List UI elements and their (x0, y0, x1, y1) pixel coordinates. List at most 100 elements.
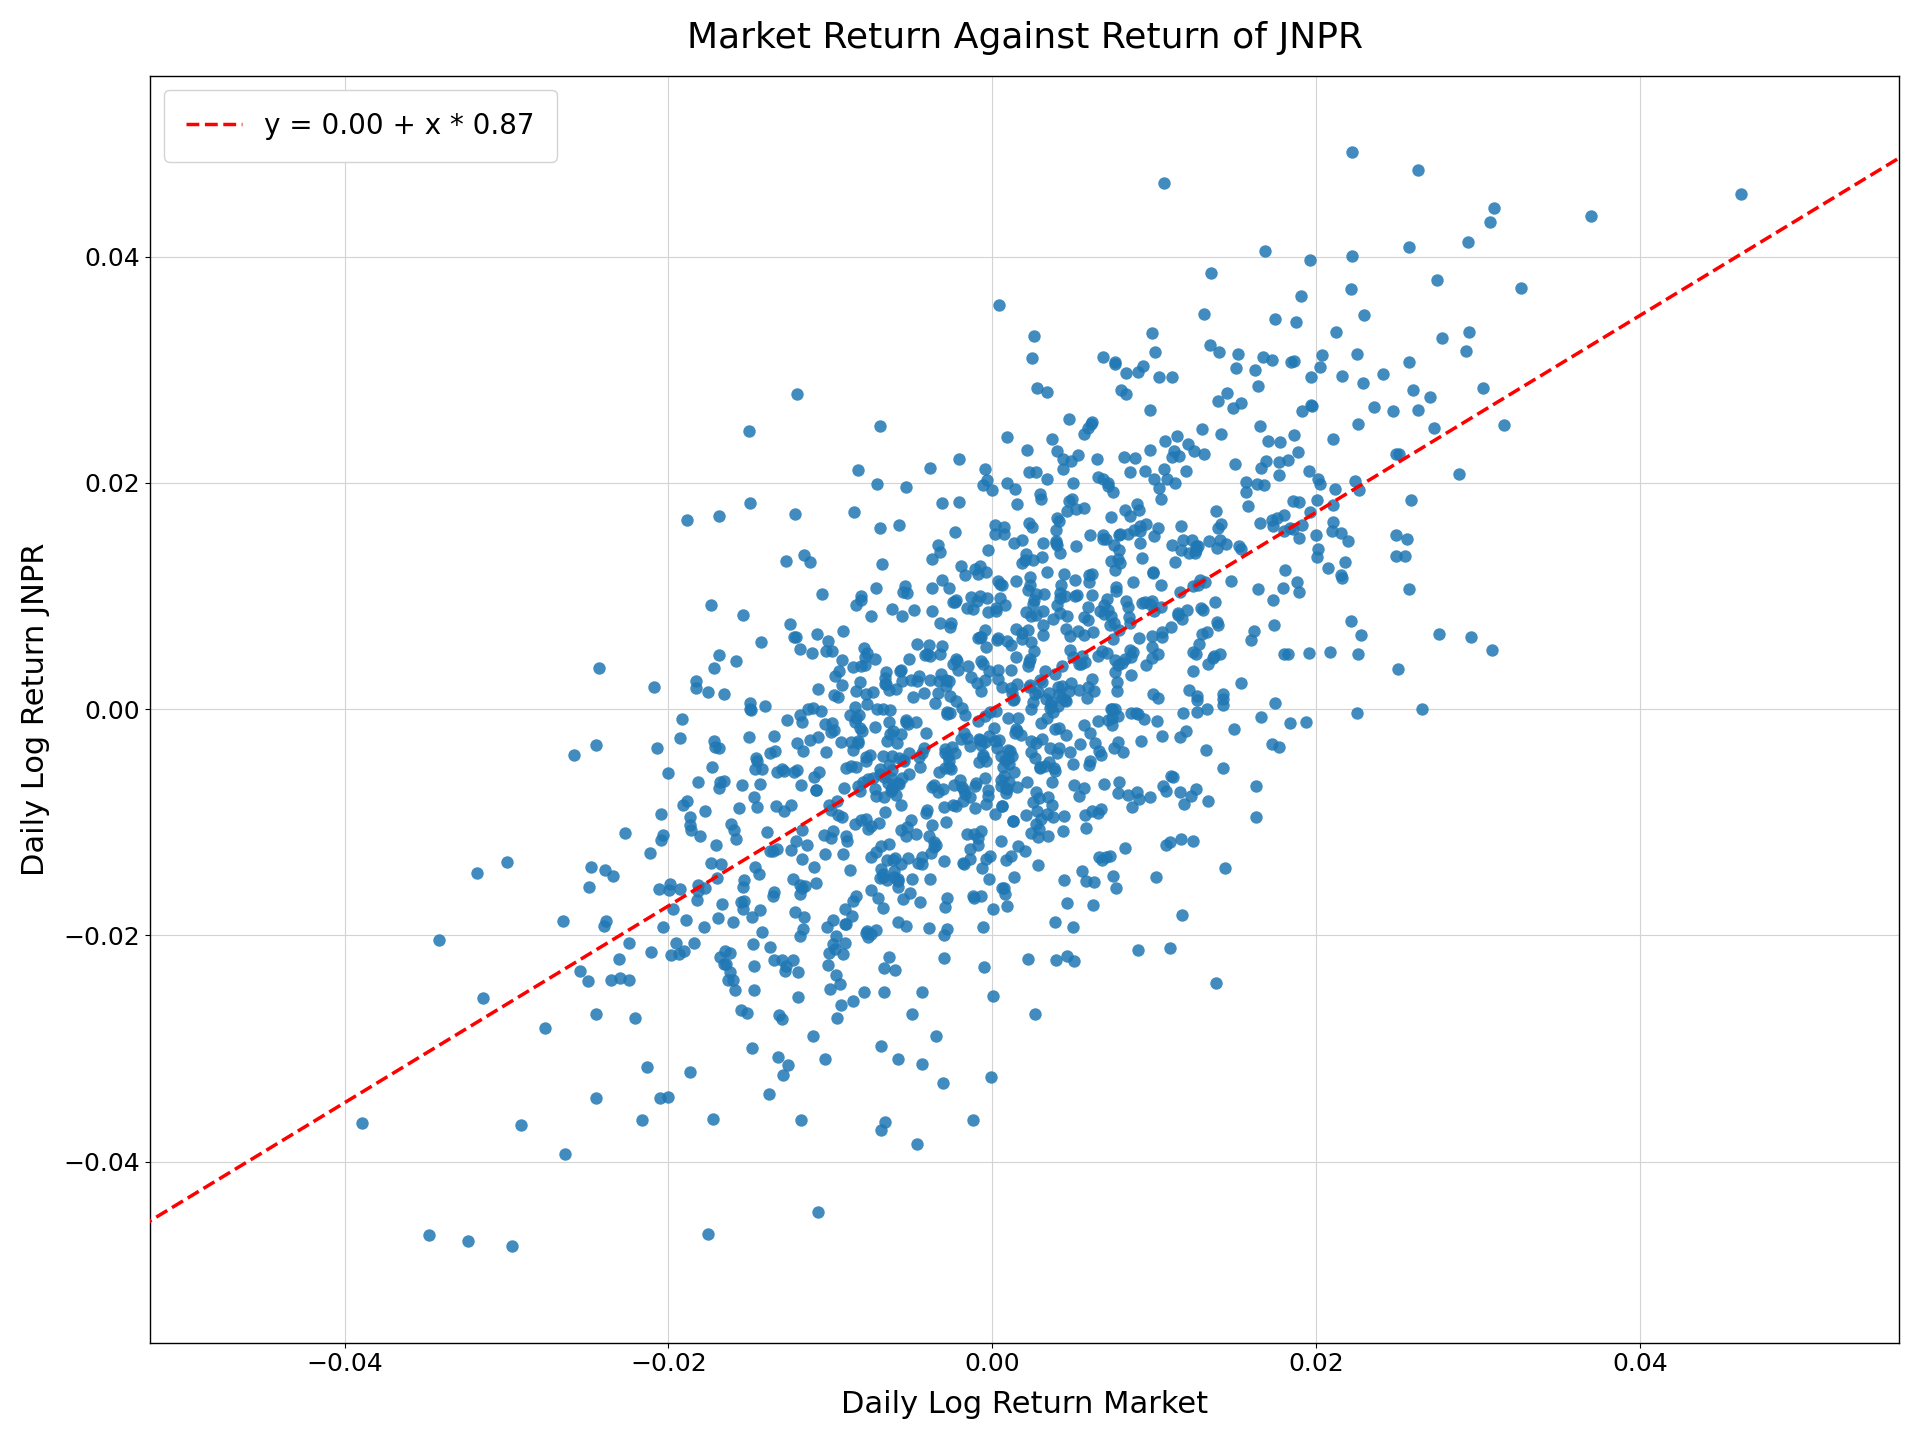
Point (1054, 740, 1085, 763)
Point (1014, 651, 1044, 674)
Point (874, 678, 904, 701)
Point (937, 793, 968, 816)
Point (860, 576, 891, 599)
Point (943, 491, 973, 514)
Point (956, 665, 987, 688)
Point (996, 845, 1027, 868)
Point (718, 818, 749, 841)
Point (1089, 603, 1119, 626)
Point (1140, 865, 1171, 888)
Point (1087, 639, 1117, 662)
Point (1021, 854, 1052, 877)
Point (1171, 599, 1202, 622)
Point (985, 769, 1016, 792)
Point (1382, 658, 1413, 681)
Point (933, 576, 964, 599)
Point (918, 600, 948, 624)
Point (1000, 569, 1031, 592)
Point (979, 730, 1010, 753)
Point (645, 829, 676, 852)
Point (589, 858, 620, 881)
Point (1192, 652, 1223, 675)
Point (1041, 759, 1071, 782)
Point (653, 1086, 684, 1109)
Point (972, 847, 1002, 870)
Point (1273, 642, 1304, 665)
Point (1104, 539, 1135, 562)
Point (1148, 171, 1179, 194)
Point (1029, 755, 1060, 778)
Point (991, 472, 1021, 495)
Point (835, 730, 866, 753)
Point (755, 936, 785, 959)
Point (851, 645, 881, 668)
Point (849, 770, 879, 793)
Point (737, 906, 768, 929)
Point (797, 641, 828, 664)
Point (726, 999, 756, 1022)
Point (1075, 523, 1106, 546)
Point (682, 874, 712, 897)
Point (887, 580, 918, 603)
Point (655, 943, 685, 966)
Point (1029, 582, 1060, 605)
Point (914, 824, 945, 847)
Point (868, 744, 899, 768)
Point (933, 670, 964, 693)
Point (1192, 789, 1223, 812)
Point (1087, 346, 1117, 369)
Point (760, 795, 791, 818)
Point (987, 573, 1018, 596)
Point (947, 727, 977, 750)
Point (1250, 239, 1281, 262)
Point (1202, 389, 1233, 412)
Point (845, 671, 876, 694)
Point (680, 677, 710, 700)
Point (1110, 498, 1140, 521)
Point (672, 789, 703, 812)
Point (891, 711, 922, 734)
Point (1164, 726, 1194, 749)
Point (492, 851, 522, 874)
Point (948, 789, 979, 812)
Point (877, 848, 908, 871)
Point (1116, 647, 1146, 670)
Point (828, 805, 858, 828)
Point (979, 716, 1010, 739)
Point (931, 811, 962, 834)
Point (1119, 446, 1150, 469)
Point (914, 645, 945, 668)
Point (866, 1119, 897, 1142)
Point (1035, 693, 1066, 716)
Point (866, 1034, 897, 1057)
Point (670, 909, 701, 932)
Point (1313, 557, 1344, 580)
Point (1023, 670, 1054, 693)
Point (787, 740, 818, 763)
Point (1284, 285, 1315, 308)
Point (655, 873, 685, 896)
Point (1144, 477, 1175, 500)
Point (950, 704, 981, 727)
Point (804, 700, 835, 723)
Point (1146, 621, 1177, 644)
Point (801, 871, 831, 894)
Point (664, 726, 695, 749)
Point (1037, 793, 1068, 816)
Point (1091, 845, 1121, 868)
Point (1021, 812, 1052, 835)
Point (868, 698, 899, 721)
Point (1173, 432, 1204, 455)
Point (993, 778, 1023, 801)
Point (1035, 697, 1066, 720)
Point (962, 770, 993, 793)
Point (1098, 736, 1129, 759)
Point (858, 680, 889, 703)
Point (1054, 408, 1085, 431)
Point (780, 900, 810, 923)
Point (1273, 448, 1304, 471)
Point (1066, 645, 1096, 668)
Point (1181, 541, 1212, 564)
Point (1286, 399, 1317, 422)
Point (730, 890, 760, 913)
